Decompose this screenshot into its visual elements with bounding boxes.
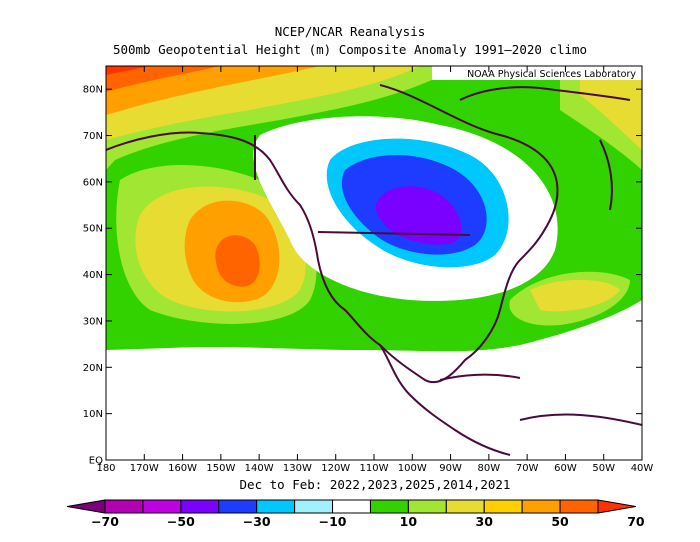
colorbar-box [369, 499, 409, 514]
colorbar-box [332, 499, 371, 514]
colorbar-arrow-low [66, 499, 106, 514]
colorbar-box [104, 499, 144, 514]
colorbar-label: −30 [243, 514, 271, 529]
contour-50-greenland [580, 66, 642, 150]
lon-tick-label: 100W [398, 463, 427, 474]
figure-subtitle: 500mb Geopotential Height (m) Composite … [112, 42, 588, 57]
colorbar-box [521, 499, 561, 514]
colorbar-label: −50 [167, 514, 195, 529]
lat-tick-label: 60N [83, 177, 103, 188]
lon-tick-label: 120W [321, 463, 350, 474]
colorbar-label: −10 [319, 514, 347, 529]
lat-tick-label: 20N [83, 363, 103, 374]
lat-tick-label: EQ [89, 456, 103, 467]
colorbar-label: −70 [91, 514, 119, 529]
latitude-axis: EQ 10N 20N 30N 40N 50N 60N 70N 80N [83, 85, 642, 467]
colorbar-arrow-high [597, 499, 637, 514]
lon-tick-label: 60W [554, 463, 577, 474]
lon-tick-label: 160W [168, 463, 197, 474]
lat-tick-label: 70N [83, 131, 103, 142]
lon-tick-label: 140W [245, 463, 274, 474]
colorbar: −70 −50 −30 −10 10 30 50 70 [66, 499, 645, 529]
contour-50-atlantic [530, 279, 620, 312]
colorbar-box [142, 499, 182, 514]
lon-tick-label: 130W [283, 463, 312, 474]
central-america-coast [379, 344, 511, 456]
caribbean-islands [439, 373, 521, 381]
lon-tick-label: 110W [360, 463, 389, 474]
anomaly-field [106, 66, 642, 460]
contour-max-north [106, 66, 150, 75]
contour-neg-50 [375, 186, 462, 245]
longitude-axis: 180 170W 160W 150W 140W 130W 120W 110W 100W 90W 80… [96, 66, 653, 474]
period-label: Dec to Feb: 2022,2023,2025,2014,2021 [239, 477, 511, 492]
colorbar-box [445, 499, 485, 514]
lon-tick-label: 80W [478, 463, 501, 474]
lon-tick-label: 170W [130, 463, 159, 474]
lon-tick-label: 50W [592, 463, 615, 474]
colorbar-box [218, 499, 258, 514]
colorbar-box [559, 499, 599, 514]
lon-tick-label: 180 [96, 463, 115, 474]
lon-tick-label: 40W [631, 463, 654, 474]
contour-90-north [106, 66, 220, 92]
colorbar-label: 10 [400, 514, 418, 529]
lon-tick-label: 150W [206, 463, 235, 474]
colorbar-label: 30 [476, 514, 494, 529]
contour-90-pacific [215, 235, 260, 287]
us-canada-border [317, 231, 471, 236]
lon-tick-label: 90W [439, 463, 462, 474]
figure-title: NCEP/NCAR Reanalysis [274, 24, 426, 39]
colorbar-box [483, 499, 523, 514]
credit-label: NOAA Physical Sciences Laboratory [467, 69, 636, 80]
coastlines [106, 84, 642, 456]
colorbar-box [407, 499, 447, 514]
credit-box [432, 66, 642, 80]
greenland-coast [599, 139, 613, 211]
colorbar-box [180, 499, 220, 514]
colorbar-label: 50 [551, 514, 569, 529]
lat-tick-label: 80N [83, 85, 103, 96]
colorbar-box [256, 499, 296, 514]
lat-tick-label: 40N [83, 270, 103, 281]
colorbar-label: 70 [627, 514, 645, 529]
lat-tick-label: 30N [83, 316, 103, 327]
lat-tick-label: 10N [83, 409, 103, 420]
arctic-islands [459, 86, 631, 101]
lat-tick-label: 50N [83, 224, 103, 235]
south-america-coast [519, 413, 642, 426]
colorbar-box [294, 499, 334, 514]
lon-tick-label: 70W [516, 463, 539, 474]
